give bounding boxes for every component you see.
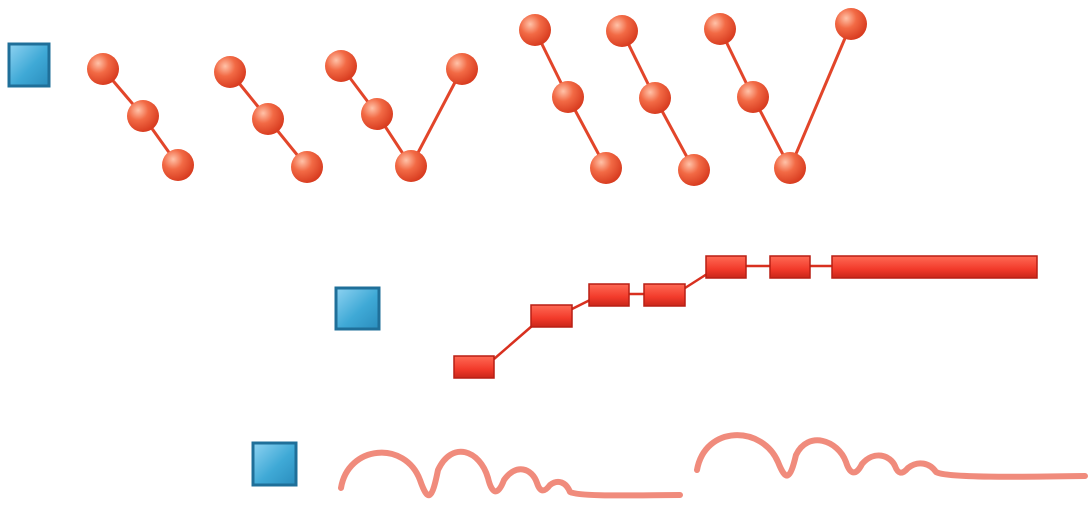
chain-node [325,50,357,82]
step-block-long [831,255,1038,279]
step-block [453,355,495,379]
block-link [493,325,533,360]
chain-node [606,15,638,47]
blue-square-icon [251,441,298,487]
chain-link [788,23,853,169]
row-marker-1 [7,42,51,88]
chain-node [639,82,671,114]
chain-node [678,154,710,186]
chain-node [214,56,246,88]
chain-link [409,68,464,167]
row-marker-3 [251,441,298,487]
row-stepped-blocks [334,255,1038,379]
chain-node [704,13,736,45]
step-block [588,283,630,307]
node-chain-1 [87,53,194,181]
node-chain-2 [214,56,323,183]
step-block [769,255,811,279]
block-link [571,298,591,311]
chain-node [162,149,194,181]
chain-node [774,152,806,184]
chain-node [590,152,622,184]
row-node-chains [7,8,867,186]
blue-square-icon [7,42,51,88]
chain-node [87,53,119,85]
chain-node [361,98,393,130]
block-connectors [493,264,833,360]
node-chain-6 [704,8,867,184]
blue-square-icon [334,286,381,331]
block-link [684,272,708,290]
chain-node [446,53,478,85]
chain-node [291,151,323,183]
node-chain-5 [606,15,710,186]
row-marker-2 [334,286,381,331]
step-block [705,255,747,279]
chain-node [519,14,551,46]
chain-node [395,150,427,182]
loop-wave-2 [694,432,1088,480]
row-loop-waves [251,432,1088,499]
step-block [643,283,686,307]
node-chain-4 [519,14,622,184]
chain-node [835,8,867,40]
chain-node [737,81,769,113]
chain-node [127,100,159,132]
chain-node [252,103,284,135]
loop-wave-1 [338,448,683,499]
node-chain-3 [325,50,478,182]
chain-node [552,81,584,113]
step-block [530,304,573,328]
